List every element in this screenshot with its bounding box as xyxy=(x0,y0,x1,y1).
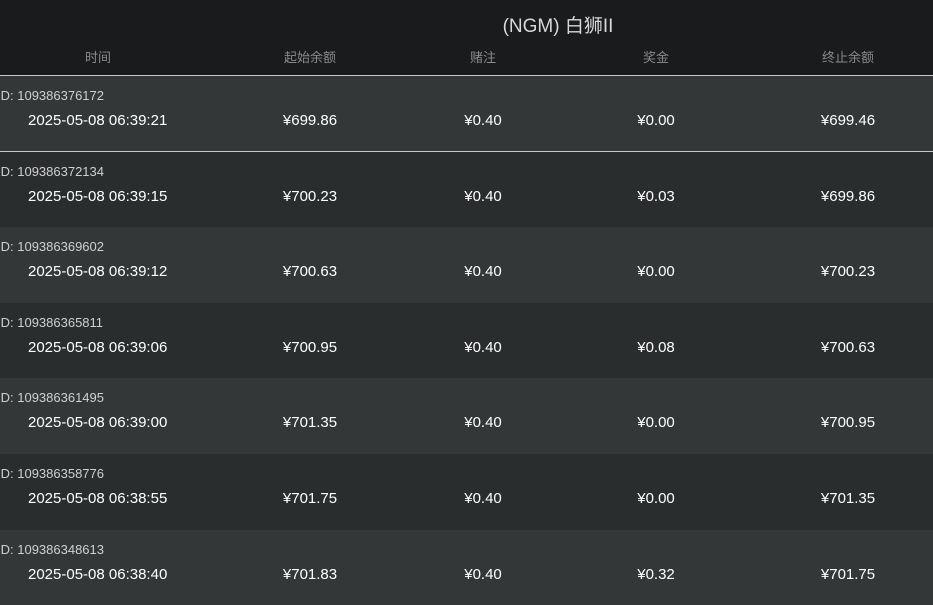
cell-end-balance: ¥701.35 xyxy=(820,489,876,507)
cell-time: 2025-05-08 06:39:15 xyxy=(28,187,168,205)
round-id: ID: 109386358776 xyxy=(0,465,104,481)
col-start-balance: 起始余额 xyxy=(283,50,337,65)
cell-start-balance: ¥700.63 xyxy=(282,263,338,281)
table-row[interactable]: ID: 109386372134 2025-05-08 06:39:15 ¥70… xyxy=(0,151,933,228)
cell-end-balance: ¥699.46 xyxy=(820,112,876,129)
round-id: ID: 109386376172 xyxy=(0,88,104,103)
game-title: (NGM) 白狮II xyxy=(502,16,614,37)
cell-time: 2025-05-08 06:39:21 xyxy=(28,112,168,129)
cell-time: 2025-05-08 06:39:12 xyxy=(28,263,168,281)
cell-start-balance: ¥701.83 xyxy=(282,565,338,583)
table-row[interactable]: ID: 109386376172 2025-05-08 06:39:21 ¥69… xyxy=(0,76,933,152)
cell-bet: ¥0.40 xyxy=(464,263,502,281)
cell-bet: ¥0.40 xyxy=(464,338,502,356)
cell-end-balance: ¥700.23 xyxy=(820,263,876,281)
cell-time: 2025-05-08 06:39:00 xyxy=(28,414,168,432)
cell-bet: ¥0.40 xyxy=(464,112,502,129)
cell-start-balance: ¥701.35 xyxy=(282,414,338,432)
cell-bet: ¥0.40 xyxy=(464,414,502,432)
round-id: ID: 109386361495 xyxy=(0,390,104,406)
cell-end-balance: ¥699.86 xyxy=(820,187,876,205)
cell-bet: ¥0.40 xyxy=(464,489,502,507)
cell-start-balance: ¥700.23 xyxy=(282,187,338,205)
cell-time: 2025-05-08 06:38:55 xyxy=(28,489,168,507)
cell-win: ¥0.00 xyxy=(637,489,675,507)
table-row[interactable]: ID: 109386348613 2025-05-08 06:38:40 ¥70… xyxy=(0,529,933,605)
cell-win: ¥0.08 xyxy=(637,338,675,356)
cell-win: ¥0.32 xyxy=(637,565,675,583)
cell-end-balance: ¥700.95 xyxy=(820,414,876,432)
cell-time: 2025-05-08 06:38:40 xyxy=(28,565,168,583)
col-time: 时间 xyxy=(84,50,112,65)
history-list: ID: 109386376172 2025-05-08 06:39:21 ¥69… xyxy=(0,76,933,605)
table-row[interactable]: ID: 109386361495 2025-05-08 06:39:00 ¥70… xyxy=(0,378,933,454)
col-end-balance: 终止余额 xyxy=(821,50,875,65)
table-row[interactable]: ID: 109386358776 2025-05-08 06:38:55 ¥70… xyxy=(0,453,933,530)
table-row[interactable]: ID: 109386369602 2025-05-08 06:39:12 ¥70… xyxy=(0,227,933,303)
cell-win: ¥0.00 xyxy=(637,414,675,432)
round-id: ID: 109386348613 xyxy=(0,541,104,557)
cell-bet: ¥0.40 xyxy=(464,187,502,205)
header: (NGM) 白狮II 时间 起始余额 赌注 奖金 终止余额 xyxy=(0,0,933,76)
cell-win: ¥0.03 xyxy=(637,187,675,205)
table-row[interactable]: ID: 109386365811 2025-05-08 06:39:06 ¥70… xyxy=(0,302,933,379)
cell-start-balance: ¥700.95 xyxy=(282,338,338,356)
column-headers: 时间 起始余额 赌注 奖金 终止余额 xyxy=(0,47,933,65)
round-id: ID: 109386365811 xyxy=(0,314,104,330)
col-win: 奖金 xyxy=(642,50,670,65)
cell-end-balance: ¥701.75 xyxy=(820,565,876,583)
cell-start-balance: ¥701.75 xyxy=(282,489,338,507)
cell-bet: ¥0.40 xyxy=(464,565,502,583)
col-bet: 赌注 xyxy=(469,50,497,65)
round-id: ID: 109386369602 xyxy=(0,239,104,255)
cell-start-balance: ¥699.86 xyxy=(282,112,338,129)
round-id: ID: 109386372134 xyxy=(0,163,104,179)
cell-win: ¥0.00 xyxy=(637,263,675,281)
cell-win: ¥0.00 xyxy=(637,112,675,129)
cell-end-balance: ¥700.63 xyxy=(820,338,876,356)
cell-time: 2025-05-08 06:39:06 xyxy=(28,338,168,356)
